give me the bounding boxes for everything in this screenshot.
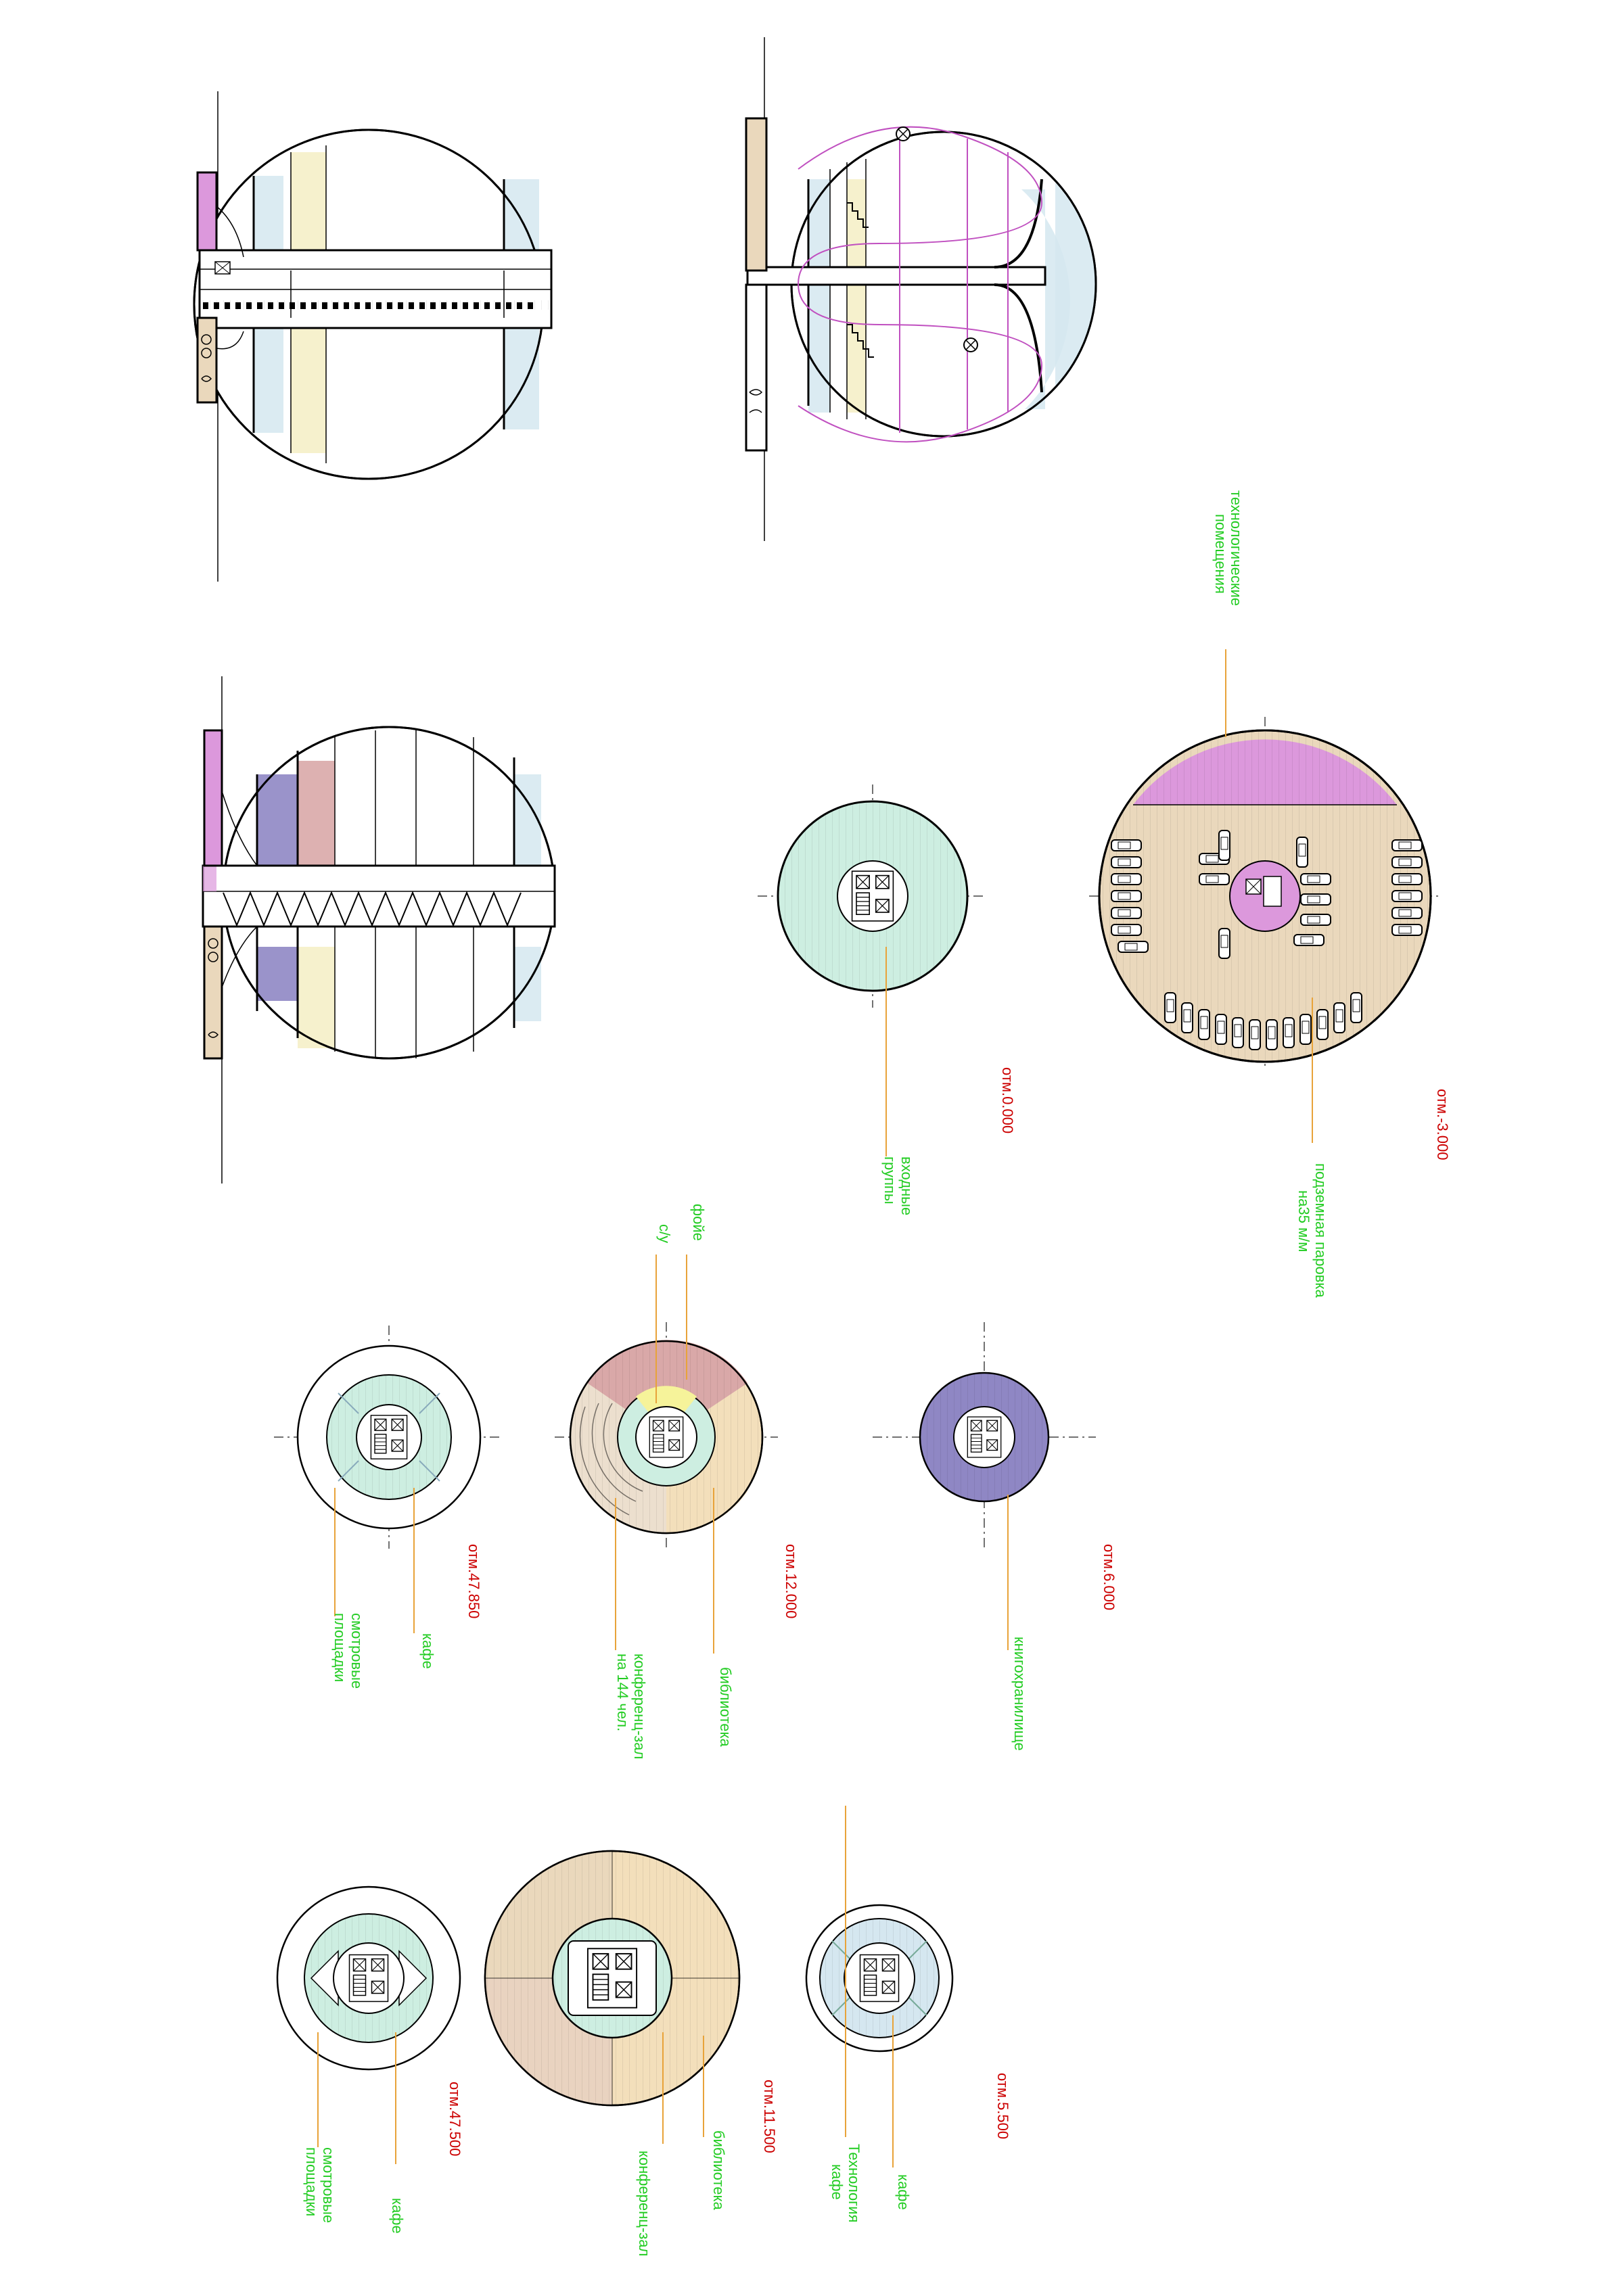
plan-47-850: кафе смотровые площадки отм.47.850 (274, 1326, 501, 1689)
zone-label-observation-2: площадки (331, 1613, 348, 1682)
zone-label-book-storage: книгохранилище (1011, 1637, 1028, 1751)
elevation-label: отм.47.500 (446, 2082, 463, 2156)
zone-label-parking: подземная паровка (1312, 1163, 1329, 1298)
plan-47-500: кафе смотровые площадки отм.47.500 (276, 1885, 463, 2234)
zone-label-entrance-2: группы (881, 1156, 898, 1204)
plan-6-000: книгохранилище отм.6.000 (873, 1322, 1118, 1751)
elevation-label: отм.47.850 (465, 1544, 482, 1618)
plan-5-500: кафе Технология кафе отм.5.500 (805, 1806, 1011, 2222)
zone-label-foyer: фойе (690, 1204, 707, 1241)
elevator-icon (851, 870, 894, 922)
zone-label-cafe: кафе (419, 1633, 436, 1669)
zone-label-parking-2: на35 м/м (1295, 1190, 1312, 1252)
elevation-label: отм.11.500 (761, 2080, 778, 2153)
elevator-icon (348, 1954, 389, 2002)
plan-0-000: отм.0.000 входные группы (758, 784, 1016, 1215)
plan-11-500: библиотека конференц-зал отм.11.500 (484, 1850, 778, 2256)
elevator-icon (370, 1415, 408, 1459)
zone-label-observation: смотровые (320, 2147, 337, 2223)
section-b (745, 37, 1097, 541)
zone-label-library: библиотека (717, 1667, 734, 1748)
zone-label-observation-2: площадки (303, 2147, 320, 2216)
elevation-label: отм.-3.000 (1434, 1089, 1451, 1160)
elevator-icon (586, 1948, 638, 2009)
zone-label-conference-2: на 144 чел. (614, 1654, 631, 1731)
zone-label-conference: конференц-зал (631, 1654, 648, 1759)
elevation-label: отм.12.000 (783, 1544, 800, 1618)
elevation-label: отм.6.000 (1101, 1544, 1118, 1610)
elevator-icon (649, 1416, 684, 1458)
plan-minus-3-000: технологические помещения подземная паро… (1089, 490, 1451, 1298)
spiral-coil (798, 126, 1043, 443)
elevator-icon (967, 1416, 1002, 1458)
elevation-label: отм.5.500 (994, 2073, 1011, 2139)
zone-label-conference: конференц-зал (636, 2151, 653, 2256)
zone-label-observation: смотровые (348, 1613, 365, 1689)
zone-label-tech-cafe-2: кафе (829, 2164, 846, 2200)
zone-label-cafe: кафе (389, 2198, 406, 2234)
elevator-icon (859, 1954, 900, 2002)
plan-12-000: с/у фойе библиотека конференц-зал на 144… (555, 1204, 800, 1759)
zone-label-entrance: входные (898, 1156, 915, 1215)
zone-label-tech-2: помещения (1212, 514, 1229, 594)
zone-label-wc: с/у (656, 1224, 673, 1243)
zone-label-library: библиотека (710, 2130, 727, 2211)
section-c (202, 676, 556, 1184)
zone-label-tech-cafe: Технология (846, 2144, 862, 2222)
zone-label-tech: технологические (1228, 490, 1245, 606)
zone-label-cafe: кафе (895, 2174, 912, 2210)
section-a (193, 91, 553, 582)
elevation-label: отм.0.000 (999, 1067, 1016, 1133)
